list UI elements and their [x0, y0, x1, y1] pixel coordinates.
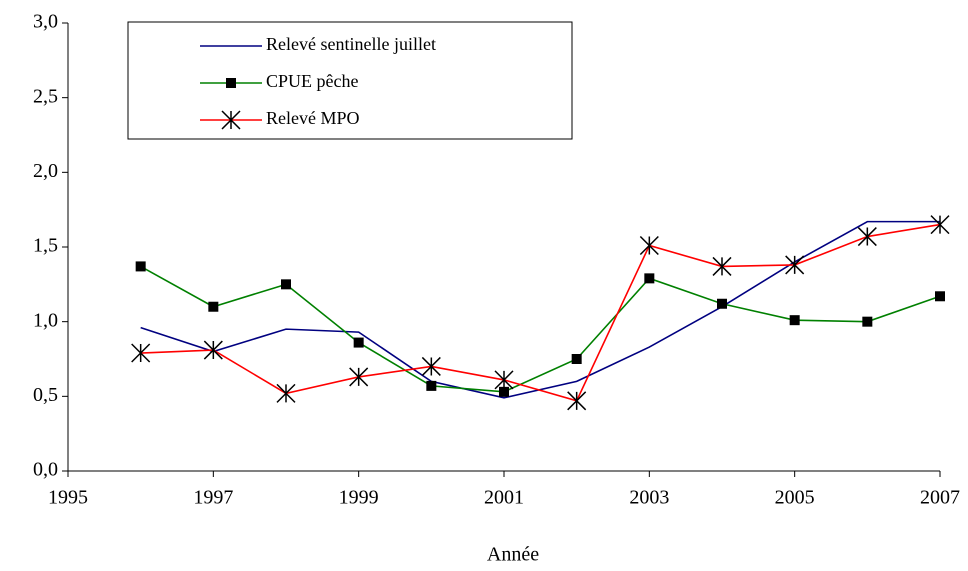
y-tick-label: 3,0 — [33, 11, 58, 33]
legend-label: Relevé sentinelle juillet — [266, 34, 436, 54]
marker — [208, 301, 219, 312]
legend-label: Relevé MPO — [266, 108, 360, 128]
marker — [567, 391, 587, 411]
series-line — [140, 220, 940, 399]
marker — [226, 78, 236, 88]
marker — [426, 380, 437, 391]
marker — [717, 298, 727, 309]
marker — [131, 343, 151, 363]
marker — [276, 383, 296, 403]
x-axis-title: Année — [487, 544, 539, 566]
marker — [499, 386, 509, 397]
marker — [712, 256, 732, 276]
marker — [221, 110, 241, 130]
x-tick-label: 1997 — [193, 487, 233, 509]
y-tick-label: 0,0 — [33, 459, 58, 481]
x-tick-label: 1995 — [48, 487, 88, 509]
legend: Relevé sentinelle juillet CPUE pêche Relev… — [127, 21, 573, 140]
y-tick-label: 1,5 — [33, 235, 58, 257]
x-tick-label: 2001 — [484, 487, 524, 509]
y-tick-label: 2,0 — [33, 160, 58, 182]
series-line — [140, 265, 941, 393]
y-tick-label: 2,5 — [33, 85, 58, 107]
x-tick-label: 2007 — [920, 487, 960, 509]
series-line — [140, 223, 941, 402]
marker — [935, 291, 945, 302]
marker — [789, 315, 800, 326]
marker — [421, 356, 441, 376]
marker — [571, 354, 582, 364]
marker — [930, 215, 950, 235]
y-tick-label: 0,5 — [33, 384, 58, 406]
marker — [135, 261, 146, 272]
marker — [349, 367, 369, 387]
marker — [639, 235, 659, 256]
x-tick-label: 2003 — [629, 487, 669, 509]
marker — [857, 227, 877, 247]
marker — [862, 316, 873, 327]
x-tick-label: 1999 — [339, 487, 379, 509]
legend-label: CPUE pêche — [266, 71, 358, 91]
marker — [644, 273, 655, 284]
y-tick-label: 1,0 — [33, 309, 58, 331]
x-tick-label: 2005 — [775, 487, 815, 509]
marker — [203, 340, 223, 360]
marker — [494, 370, 514, 390]
marker — [353, 337, 364, 348]
marker — [281, 279, 291, 290]
marker — [785, 255, 805, 275]
